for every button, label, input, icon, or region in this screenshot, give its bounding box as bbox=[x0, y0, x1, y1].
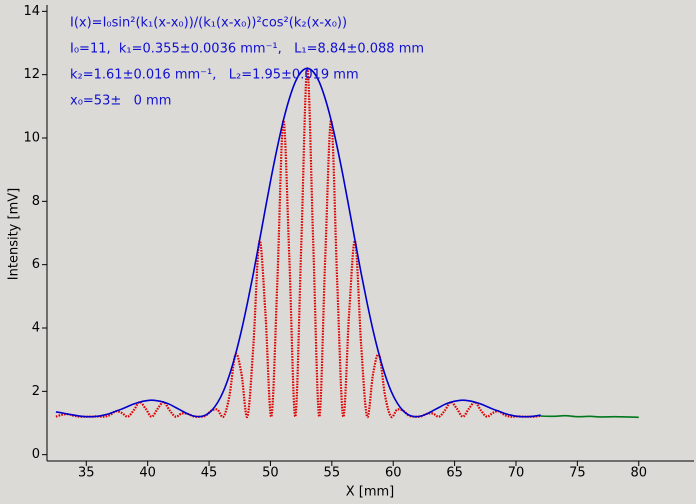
annotation: I(x)=I₀sin²(k₁(x-x₀))/(k₁(x-x₀))²cos²(k₂… bbox=[70, 16, 347, 31]
series-line bbox=[55, 67, 541, 418]
y-tick-label: 2 bbox=[32, 384, 40, 399]
y-tick-label: 6 bbox=[32, 257, 40, 272]
y-tick-label: 14 bbox=[23, 4, 40, 19]
annotation: x₀=53± 0 mm bbox=[70, 94, 171, 109]
y-axis-label: Intensity [mV] bbox=[7, 188, 22, 280]
series-line bbox=[540, 414, 639, 419]
y-tick-label: 10 bbox=[23, 131, 40, 146]
x-tick-label: 40 bbox=[139, 466, 156, 481]
x-tick-label: 70 bbox=[508, 466, 525, 481]
y-tick-label: 0 bbox=[32, 447, 40, 462]
y-tick-label: 12 bbox=[23, 67, 40, 82]
y-tick-label: 4 bbox=[32, 321, 40, 336]
annotation: k₂=1.61±0.016 mm⁻¹, L₂=1.95±0.019 mm bbox=[70, 68, 359, 83]
x-tick-label: 35 bbox=[78, 466, 95, 481]
x-tick-label: 75 bbox=[569, 466, 586, 481]
x-tick-label: 50 bbox=[262, 466, 279, 481]
x-tick-label: 65 bbox=[446, 466, 463, 481]
x-axis-label: X [mm] bbox=[346, 485, 395, 500]
x-tick-label: 55 bbox=[324, 466, 341, 481]
x-tick-label: 60 bbox=[385, 466, 402, 481]
y-tick-label: 8 bbox=[32, 194, 40, 209]
annotation: I₀=11, k₁=0.355±0.0036 mm⁻¹, L₁=8.84±0.0… bbox=[70, 42, 424, 57]
x-tick-label: 45 bbox=[201, 466, 218, 481]
x-tick-label: 80 bbox=[630, 466, 647, 481]
